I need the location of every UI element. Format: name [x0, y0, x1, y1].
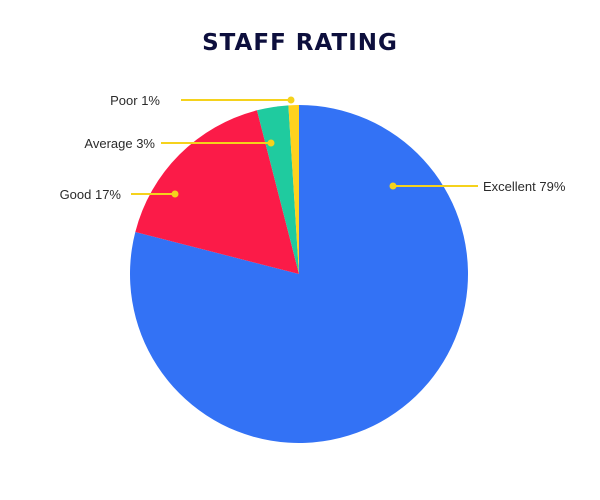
callout-dot-average	[267, 139, 275, 147]
callout-dot-good	[171, 190, 179, 198]
pie-slice-excellent	[130, 105, 469, 443]
data-label-average: Average 3%	[84, 136, 155, 151]
pie-slice-good	[135, 110, 299, 274]
pie-slice-average	[256, 105, 299, 274]
chart-title: STAFF RATING	[202, 30, 398, 56]
callout-dot-excellent	[389, 182, 397, 190]
pie-callouts: Excellent 79% Good 17% Average 3% Poor 1%	[60, 93, 566, 202]
data-label-poor: Poor 1%	[110, 93, 160, 108]
pie-slice-poor	[288, 104, 299, 274]
data-label-excellent: Excellent 79%	[483, 179, 566, 194]
pie-slices	[130, 104, 469, 443]
callout-dot-poor	[287, 96, 295, 104]
data-label-good: Good 17%	[60, 187, 122, 202]
